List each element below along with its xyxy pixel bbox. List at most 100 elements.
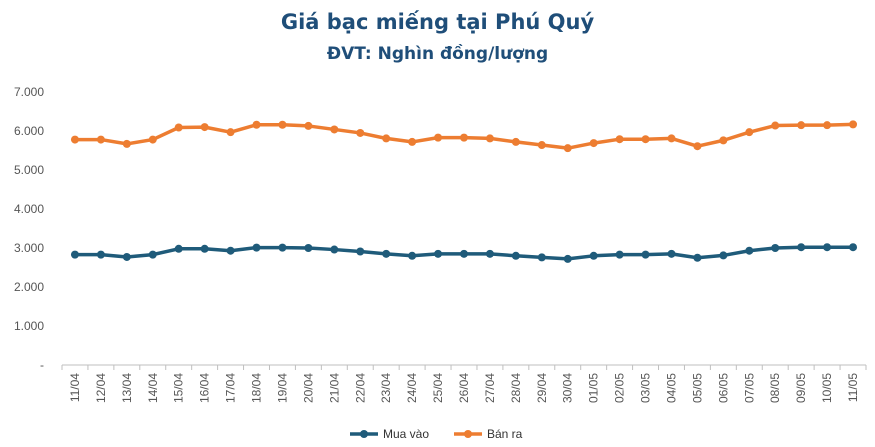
data-point: [615, 250, 624, 259]
data-point: [434, 133, 443, 142]
x-tick-label: 28/04: [509, 373, 523, 403]
data-point: [122, 139, 131, 148]
x-tick-label: 11/05: [846, 373, 860, 402]
data-point: [382, 249, 391, 258]
x-tick-label: 15/04: [172, 373, 186, 403]
data-point: [278, 243, 287, 252]
y-tick-label: 4.000: [14, 202, 44, 216]
data-point: [589, 139, 598, 148]
data-point: [70, 250, 79, 259]
data-point: [849, 243, 858, 252]
x-tick-label: 27/04: [483, 373, 497, 403]
data-point: [174, 123, 183, 132]
y-tick-label: 1.000: [14, 319, 44, 333]
data-point: [745, 128, 754, 137]
legend-swatch-marker: [464, 430, 472, 438]
data-point: [485, 134, 494, 143]
data-point: [485, 249, 494, 258]
data-point: [434, 249, 443, 258]
data-point: [278, 120, 287, 129]
data-point: [356, 247, 365, 256]
x-tick-label: 09/05: [794, 373, 808, 403]
data-point: [719, 251, 728, 260]
data-point: [226, 246, 235, 255]
data-point: [797, 243, 806, 252]
data-point: [797, 121, 806, 130]
x-tick-label: 10/05: [820, 373, 834, 403]
data-point: [148, 135, 157, 144]
data-point: [96, 135, 105, 144]
y-tick-label: 7.000: [14, 85, 44, 99]
data-point: [563, 144, 572, 153]
data-point: [330, 125, 339, 134]
x-tick-label: 05/05: [690, 373, 704, 403]
data-point: [382, 134, 391, 143]
data-point: [330, 245, 339, 254]
x-tick-label: 24/04: [405, 373, 419, 403]
data-point: [252, 120, 261, 129]
data-point: [693, 253, 702, 262]
data-point: [615, 135, 624, 144]
data-point: [200, 123, 209, 132]
data-point: [771, 244, 780, 252]
data-point: [667, 249, 676, 258]
data-point: [641, 250, 650, 259]
data-point: [408, 251, 417, 260]
data-point: [693, 142, 702, 151]
x-tick-label: 22/04: [353, 373, 367, 403]
x-tick-label: 26/04: [457, 373, 471, 403]
x-tick-label: 14/04: [146, 373, 160, 403]
data-point: [745, 246, 754, 255]
legend-swatch-marker: [360, 430, 368, 438]
x-tick-label: 29/04: [535, 373, 549, 403]
x-tick-label: 03/05: [639, 373, 653, 403]
y-tick-label: 2.000: [14, 280, 44, 294]
data-point: [849, 120, 858, 129]
x-tick-label: 21/04: [327, 373, 341, 403]
data-point: [511, 251, 520, 260]
data-point: [667, 134, 676, 143]
x-tick-label: 11/04: [68, 373, 82, 402]
chart-subtitle: ĐVT: Nghìn đồng/lượng: [326, 44, 549, 64]
x-tick-label: 17/04: [224, 373, 238, 403]
x-tick-label: 23/04: [379, 373, 393, 403]
data-point: [356, 128, 365, 137]
y-tick-label: 6.000: [14, 124, 44, 138]
data-point: [537, 141, 546, 150]
data-point: [823, 243, 832, 252]
x-tick-label: 19/04: [275, 373, 289, 403]
data-point: [771, 121, 780, 130]
x-tick-label: 06/05: [716, 373, 730, 403]
x-tick-label: 12/04: [94, 373, 108, 403]
data-point: [200, 244, 209, 253]
data-point: [70, 135, 79, 144]
data-point: [252, 243, 261, 252]
data-point: [408, 137, 417, 146]
y-tick-label: 3.000: [14, 241, 44, 255]
data-point: [641, 135, 650, 144]
y-tick-label: 5.000: [14, 163, 44, 177]
data-point: [148, 250, 157, 259]
x-tick-label: 13/04: [120, 373, 134, 403]
y-tick-label: -: [40, 358, 44, 372]
data-point: [122, 252, 131, 261]
data-point: [823, 121, 832, 130]
data-point: [304, 121, 313, 130]
x-tick-label: 16/04: [198, 373, 212, 403]
x-tick-label: 30/04: [561, 373, 575, 403]
data-point: [174, 244, 183, 253]
x-tick-label: 07/05: [742, 373, 756, 403]
data-point: [537, 253, 546, 262]
data-point: [304, 244, 313, 252]
data-point: [589, 251, 598, 260]
data-point: [96, 250, 105, 259]
x-tick-label: 18/04: [250, 373, 264, 403]
data-point: [226, 128, 235, 137]
x-tick-label: 20/04: [301, 373, 315, 403]
x-tick-label: 04/05: [664, 373, 678, 403]
chart-axes: - 1.000 2.000 3.000 4.000 5.000 6.000 7.000 11/0…: [14, 85, 867, 403]
data-point: [460, 133, 468, 142]
x-tick-label: 25/04: [431, 373, 445, 403]
x-tick-label: 01/05: [587, 373, 601, 403]
